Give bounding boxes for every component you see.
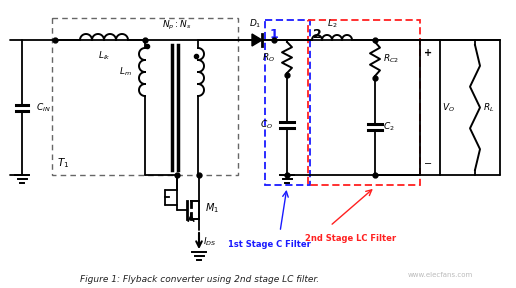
Text: $T_1$: $T_1$: [57, 156, 69, 170]
Text: 1st Stage C Filter: 1st Stage C Filter: [228, 240, 311, 249]
Text: $-$: $-$: [424, 157, 432, 167]
Text: $L_2$: $L_2$: [327, 18, 337, 30]
Text: $D_1$: $D_1$: [249, 18, 261, 30]
Text: +: +: [424, 48, 432, 58]
Text: www.elecfans.com: www.elecfans.com: [407, 272, 473, 278]
Text: $R_L$: $R_L$: [483, 101, 494, 114]
Text: $L_{lk}$: $L_{lk}$: [98, 50, 110, 62]
Text: $R_O$: $R_O$: [262, 51, 275, 64]
Text: $M_1$: $M_1$: [205, 201, 219, 215]
Text: $V_O$: $V_O$: [442, 101, 455, 114]
Polygon shape: [252, 34, 262, 46]
Text: $L_m$: $L_m$: [119, 66, 132, 78]
Text: Figure 1: Flyback converter using 2nd stage LC filter.: Figure 1: Flyback converter using 2nd st…: [80, 276, 319, 285]
Text: $I_{DS}$: $I_{DS}$: [203, 236, 216, 248]
Text: $C_2$: $C_2$: [383, 120, 395, 133]
Text: $\mathbf{2}$: $\mathbf{2}$: [312, 28, 321, 41]
Text: 2nd Stage LC Filter: 2nd Stage LC Filter: [305, 234, 396, 243]
Text: $C_{IN}$: $C_{IN}$: [36, 101, 51, 114]
Text: $R_{C2}$: $R_{C2}$: [383, 53, 399, 65]
Text: $N_p:N_s$: $N_p:N_s$: [162, 19, 191, 32]
Bar: [420, 40, 440, 175]
Text: $\mathbf{1}$: $\mathbf{1}$: [269, 28, 279, 41]
Text: $C_O$: $C_O$: [260, 119, 273, 131]
